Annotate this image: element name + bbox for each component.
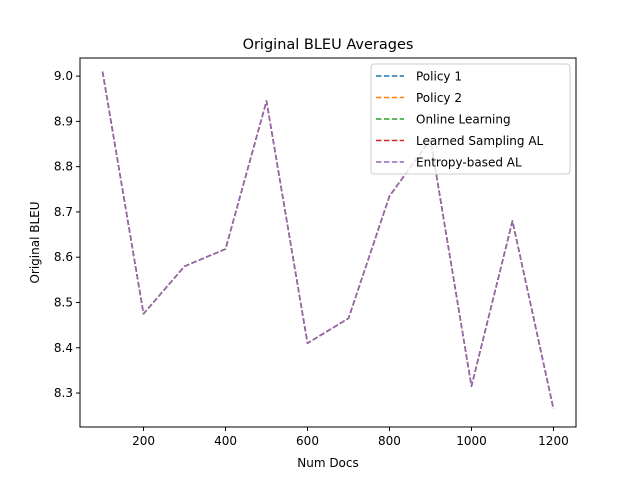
y-tick-label: 8.9 [54, 114, 73, 128]
plot-frame [79, 57, 577, 428]
legend: Policy 1 Policy 2 Online Learning Learned S… [370, 63, 571, 175]
y-tick-label: 9.0 [54, 69, 73, 83]
x-tick-label: 400 [214, 434, 237, 448]
legend-box [370, 63, 571, 175]
x-tick-label: 1000 [456, 434, 487, 448]
legend-label: Policy 2 [416, 91, 462, 105]
y-tick-label: 8.4 [54, 341, 73, 355]
legend-label: Entropy-based AL [416, 156, 522, 170]
x-tick-label: 200 [132, 434, 155, 448]
x-tick-label: 1200 [538, 434, 569, 448]
x-tick-label: 800 [378, 434, 401, 448]
series-layer [101, 71, 555, 410]
legend-label: Policy 1 [416, 70, 462, 84]
x-tick-label: 600 [296, 434, 319, 448]
series-line-5 [101, 71, 555, 410]
y-axis-label: Original BLEU [28, 201, 42, 283]
x-axis-label: Num Docs [297, 456, 359, 470]
legend-label: Learned Sampling AL [416, 134, 544, 148]
y-tick-label: 8.8 [54, 160, 73, 174]
y-tick-label: 8.7 [54, 205, 73, 219]
y-tick-label: 8.5 [54, 295, 73, 309]
chart-title: Original BLEU Averages [243, 37, 414, 53]
x-axis: 200 400 600 800 1000 1200 [132, 427, 569, 448]
y-tick-label: 8.3 [54, 386, 73, 400]
y-tick-label: 8.6 [54, 250, 73, 264]
legend-label: Online Learning [416, 113, 511, 127]
y-axis: 8.3 8.4 8.5 8.6 8.7 8.8 8.9 9.0 [54, 69, 80, 400]
